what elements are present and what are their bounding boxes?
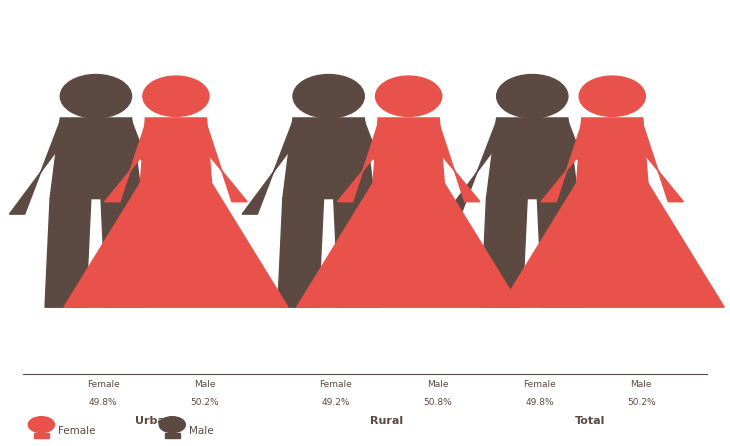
Polygon shape — [283, 118, 374, 198]
Polygon shape — [486, 118, 578, 198]
Polygon shape — [334, 198, 380, 307]
Circle shape — [28, 417, 55, 433]
Polygon shape — [50, 118, 142, 198]
Polygon shape — [373, 118, 445, 183]
Text: Total: Total — [575, 416, 606, 426]
Text: 50.2%: 50.2% — [627, 398, 656, 407]
Polygon shape — [165, 433, 180, 438]
Circle shape — [375, 76, 442, 116]
Text: 49.8%: 49.8% — [525, 398, 554, 407]
Text: 49.2%: 49.2% — [322, 398, 350, 407]
Polygon shape — [577, 118, 648, 183]
Text: 49.8%: 49.8% — [89, 398, 118, 407]
Polygon shape — [104, 124, 145, 202]
Polygon shape — [439, 124, 480, 202]
Polygon shape — [643, 124, 683, 202]
Text: Urban: Urban — [135, 416, 173, 426]
Text: Female: Female — [523, 380, 556, 389]
Polygon shape — [242, 121, 293, 214]
Circle shape — [293, 74, 364, 118]
Polygon shape — [277, 198, 323, 307]
Circle shape — [143, 76, 209, 116]
Text: Male: Male — [189, 426, 214, 436]
Text: 50.2%: 50.2% — [191, 398, 219, 407]
Text: Male: Male — [631, 380, 652, 389]
Text: Female: Female — [87, 380, 120, 389]
Polygon shape — [364, 121, 415, 214]
Polygon shape — [131, 121, 182, 214]
Polygon shape — [140, 118, 212, 183]
Circle shape — [496, 74, 568, 118]
Polygon shape — [45, 198, 91, 307]
Polygon shape — [446, 121, 496, 214]
Polygon shape — [64, 183, 288, 307]
Polygon shape — [537, 198, 583, 307]
Circle shape — [159, 417, 185, 433]
Polygon shape — [568, 121, 619, 214]
Polygon shape — [207, 124, 247, 202]
Polygon shape — [34, 433, 49, 438]
Polygon shape — [9, 121, 61, 214]
Text: Male: Male — [427, 380, 448, 389]
Polygon shape — [296, 183, 520, 307]
Text: Male: Male — [194, 380, 216, 389]
Polygon shape — [481, 198, 527, 307]
Polygon shape — [337, 124, 378, 202]
Polygon shape — [500, 183, 724, 307]
Text: Female: Female — [58, 426, 96, 436]
Text: 50.8%: 50.8% — [423, 398, 452, 407]
Text: Rural: Rural — [370, 416, 404, 426]
Polygon shape — [101, 198, 147, 307]
Text: Female: Female — [320, 380, 353, 389]
Circle shape — [579, 76, 645, 116]
Polygon shape — [541, 124, 582, 202]
Circle shape — [61, 74, 131, 118]
